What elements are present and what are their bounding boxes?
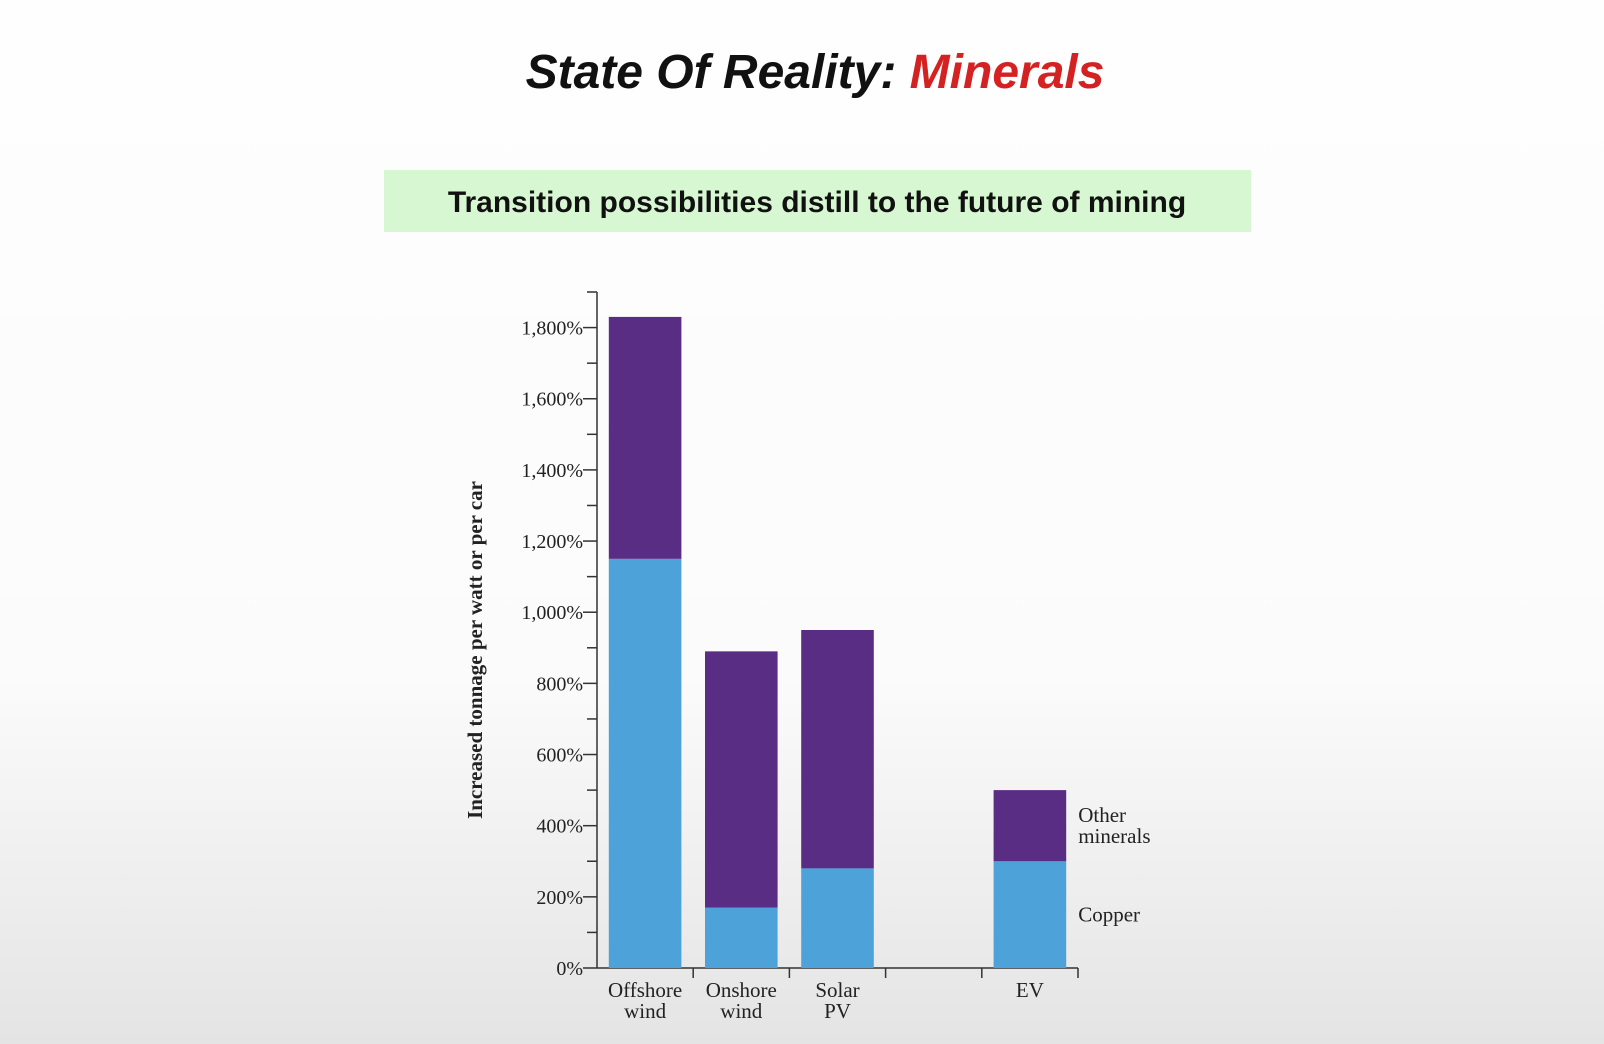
y-tick-label: 800% [536, 673, 583, 695]
bar-segment [801, 868, 874, 968]
y-tick-label: 1,400% [521, 460, 583, 482]
y-tick-label: 1,800% [521, 318, 583, 340]
bar-segment [993, 790, 1067, 862]
y-tick-label: 1,000% [521, 602, 583, 624]
y-tick-label: 200% [536, 887, 583, 909]
x-tick-label: EV [1016, 978, 1044, 1002]
y-tick-label: 0% [556, 958, 583, 980]
y-tick-label: 1,600% [521, 389, 583, 411]
subtitle: Transition possibilities distill to the … [448, 186, 1186, 219]
x-tick-label: Offshore wind [608, 978, 682, 1023]
x-tick-label: Onshore wind [706, 978, 777, 1023]
bar-segment [608, 316, 682, 559]
legend-label: Other minerals [1078, 803, 1150, 848]
title-highlight: Minerals [910, 46, 1105, 99]
bar-segment [705, 651, 778, 908]
bar-segment [608, 558, 682, 968]
bar-segment [801, 630, 874, 869]
y-tick-label: 600% [536, 745, 583, 767]
y-axis-label: Increased tonnage per watt or per car [463, 481, 487, 819]
title-text: State Of Reality: [526, 46, 897, 99]
x-tick-label: Solar PV [815, 978, 859, 1023]
y-tick-label: 1,200% [521, 531, 583, 553]
subtitle-box [384, 170, 1251, 232]
legend-label: Copper [1078, 903, 1140, 927]
y-tick-label: 400% [536, 816, 583, 838]
slide-title: State Of Reality: Minerals [526, 46, 1105, 99]
bar-segment [993, 861, 1067, 968]
bar-segment [705, 907, 778, 968]
